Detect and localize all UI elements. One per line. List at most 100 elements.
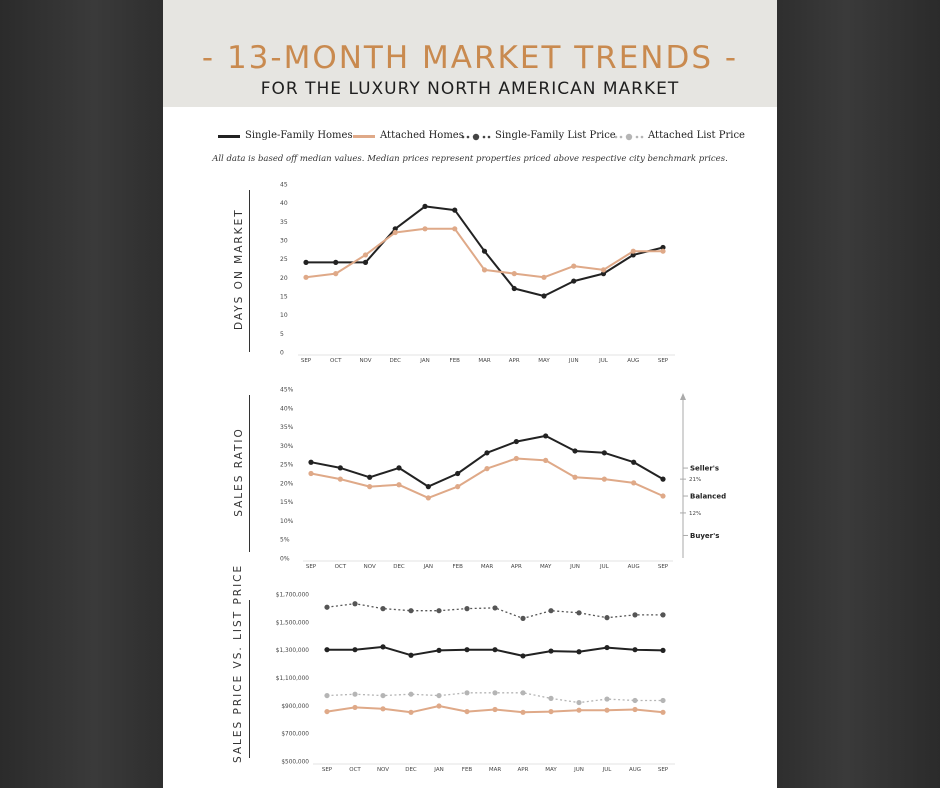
data-point-single-family <box>337 465 343 471</box>
x-tick-label: JUL <box>599 564 610 570</box>
data-point-sf-list <box>464 606 470 612</box>
data-point-single-family <box>481 248 488 254</box>
data-point-sf-list <box>408 608 414 614</box>
y-tick-label: 40% <box>280 405 294 412</box>
x-tick-label: DEC <box>393 564 405 570</box>
x-tick-label: MAY <box>538 358 550 364</box>
data-point-sf-list <box>548 608 554 614</box>
legend-label-att-list: Attached List Price <box>648 130 745 141</box>
data-point-attached <box>632 706 638 713</box>
x-tick-label: FEB <box>452 564 463 570</box>
data-point-attached <box>660 493 666 499</box>
data-point-attached <box>604 707 610 713</box>
data-point-single-family <box>520 653 526 659</box>
data-point-attached <box>396 482 402 488</box>
data-point-single-family <box>352 647 358 653</box>
y-tick-label: $700,000 <box>281 732 309 738</box>
x-tick-label: OCT <box>335 564 347 570</box>
data-point-attached <box>631 480 637 486</box>
x-tick-label: APR <box>511 564 522 570</box>
data-point-attached <box>464 708 470 715</box>
data-point-single-family <box>455 470 461 477</box>
page-subtitle: FOR THE LUXURY NORTH AMERICAN MARKET <box>260 79 680 99</box>
data-point-attached <box>362 252 369 258</box>
data-point-single-family <box>660 476 666 482</box>
x-tick-label: MAR <box>481 564 494 570</box>
x-tick-label: MAY <box>545 767 557 773</box>
data-point-single-family <box>452 207 458 213</box>
data-point-single-family <box>576 649 582 655</box>
x-tick-label: OCT <box>349 767 361 773</box>
x-tick-label: JUN <box>573 767 584 773</box>
data-point-attached <box>492 706 498 713</box>
x-tick-label: OCT <box>330 358 342 364</box>
chart-days-on-market: 0 5 10 15 20 25 30 35 40 45 SEP OCT NOV DEC JAN FEB MAR A… <box>280 182 675 364</box>
x-tick-label: JUN <box>568 358 579 364</box>
legend: Single-Family Homes Attached Homes Singl… <box>218 129 758 145</box>
data-point-attached <box>600 267 607 273</box>
x-tick-label: FEB <box>462 767 473 773</box>
zone-label-sellers: Seller's <box>690 465 719 473</box>
legend-swatch-att-list <box>614 133 644 141</box>
series-line-attached <box>310 457 664 499</box>
data-point-attached <box>452 226 458 232</box>
threshold-label-lower: 12% <box>689 511 701 517</box>
x-tick-label: JUN <box>569 564 580 570</box>
x-tick-label: JAN <box>433 767 443 773</box>
data-point-single-family <box>630 252 636 258</box>
y-tick-label: 20 <box>280 275 288 282</box>
data-point-single-family <box>543 433 549 439</box>
x-tick-label: AUG <box>627 358 639 364</box>
data-point-att-list <box>632 697 638 704</box>
zone-label-balanced: Balanced <box>690 493 726 501</box>
data-point-attached <box>303 274 309 280</box>
chart-sales-vs-list-price: $500,000 $700,000 $900,000 $1,100,000 $1,300… <box>276 593 675 773</box>
data-point-att-list <box>408 691 414 697</box>
data-point-single-family <box>422 203 428 209</box>
x-tick-label: APR <box>509 358 520 364</box>
y-tick-label: 5 <box>280 331 284 338</box>
data-point-attached <box>513 455 519 462</box>
data-point-attached <box>324 708 330 715</box>
data-point-att-list <box>604 696 610 702</box>
market-scale-arrow-icon <box>680 393 686 400</box>
data-point-att-list <box>660 697 666 704</box>
x-tick-label: SEP <box>322 767 333 773</box>
data-point-sf-list <box>632 612 638 618</box>
y-tick-label: 15% <box>280 499 294 506</box>
data-point-sf-list <box>492 605 498 611</box>
y-tick-label: 25 <box>280 256 288 263</box>
data-point-single-family <box>362 259 369 265</box>
data-point-single-family <box>604 644 610 651</box>
data-point-att-list <box>436 692 442 699</box>
y-tick-label: 10% <box>280 518 294 525</box>
y-tick-label: 30 <box>280 238 288 245</box>
data-point-attached <box>367 484 373 490</box>
data-point-single-family <box>513 438 519 445</box>
data-point-single-family <box>303 259 309 265</box>
data-point-single-family <box>408 652 414 658</box>
legend-swatch-sf-list <box>461 133 491 141</box>
data-point-sf-list <box>576 610 582 616</box>
data-point-single-family <box>632 647 638 653</box>
x-tick-label: SEP <box>301 358 312 364</box>
data-point-sf-list <box>324 604 330 610</box>
data-point-attached <box>481 267 488 273</box>
y-tick-label: $900,000 <box>281 704 309 710</box>
data-point-attached <box>630 248 636 254</box>
y-tick-label: $1,700,000 <box>276 593 310 599</box>
chart3-accent-bar <box>249 600 250 758</box>
data-point-single-family <box>425 484 431 490</box>
y-tick-label: 0% <box>280 556 290 563</box>
x-tick-label: SEP <box>658 767 669 773</box>
y-tick-label: 45 <box>280 182 288 189</box>
x-tick-label: SEP <box>658 564 669 570</box>
x-tick-label: NOV <box>377 767 389 773</box>
zone-label-buyers: Buyer's <box>690 532 719 540</box>
page-title: - 13-MONTH MARKET TRENDS - <box>201 40 739 76</box>
data-point-single-family <box>511 285 517 292</box>
data-point-att-list <box>492 690 498 696</box>
data-point-single-family <box>600 271 607 277</box>
data-point-single-family <box>492 647 498 653</box>
data-point-sf-list <box>352 601 358 607</box>
